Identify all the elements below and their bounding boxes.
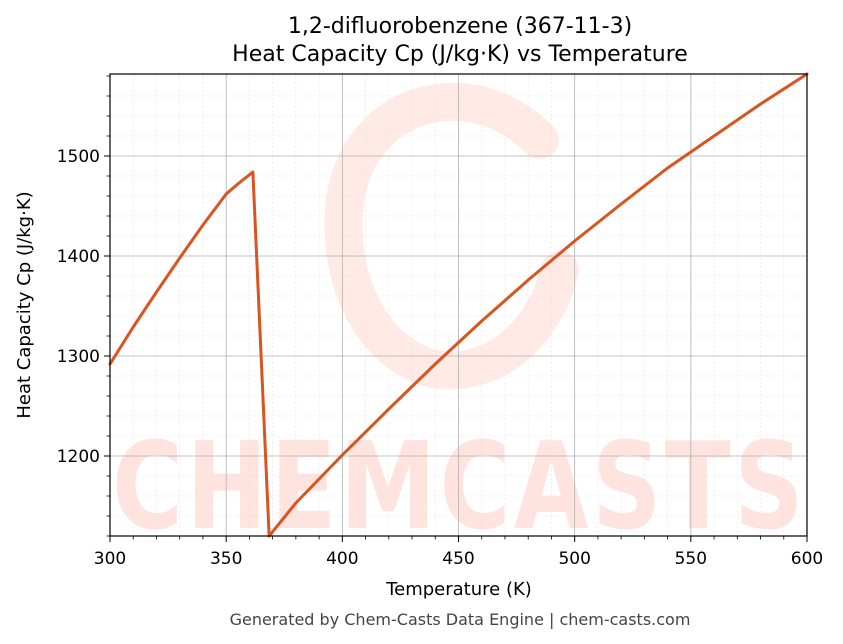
y-tick-labels: 1200 1300 1400 1500 bbox=[57, 147, 100, 467]
chart-title-line2: Heat Capacity Cp (J/kg·K) vs Temperature bbox=[232, 42, 688, 67]
y-tick-label: 1300 bbox=[57, 347, 100, 367]
y-tick-label: 1200 bbox=[57, 447, 100, 467]
x-tick-label: 500 bbox=[558, 549, 590, 569]
x-tick-label: 600 bbox=[791, 549, 823, 569]
y-tick-label: 1500 bbox=[57, 147, 100, 167]
heat-capacity-line bbox=[108, 72, 809, 538]
chemcasts-watermark: CHEMCASTS bbox=[112, 82, 807, 557]
x-tick-labels: 300 350 400 450 500 550 600 bbox=[94, 549, 823, 569]
y-tick-label: 1400 bbox=[57, 247, 100, 267]
x-tick-label: 350 bbox=[210, 549, 242, 569]
x-tick-label: 400 bbox=[326, 549, 358, 569]
footer-credit: Generated by Chem-Casts Data Engine | ch… bbox=[230, 610, 691, 629]
y-axis-label: Heat Capacity Cp (J/kg·K) bbox=[14, 191, 35, 418]
x-axis-label: Temperature (K) bbox=[385, 579, 532, 600]
axis-ticks bbox=[104, 75, 808, 542]
x-tick-label: 300 bbox=[94, 549, 126, 569]
x-tick-label: 550 bbox=[675, 549, 707, 569]
chart-title-line1: 1,2-difluorobenzene (367-11-3) bbox=[288, 14, 632, 39]
watermark-text: CHEMCASTS bbox=[112, 418, 807, 557]
x-tick-label: 450 bbox=[442, 549, 474, 569]
series-layer bbox=[108, 72, 809, 538]
